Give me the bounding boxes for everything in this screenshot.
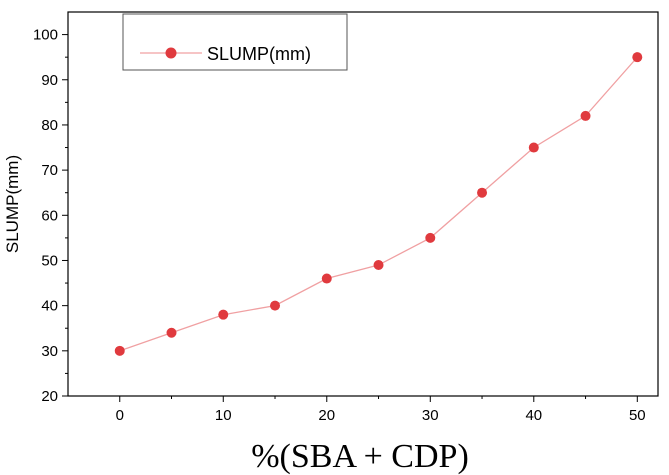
x-tick-label-20: 20	[318, 407, 335, 424]
x-tick-label-30: 30	[422, 407, 439, 424]
y-tick-label-30: 30	[41, 343, 58, 360]
y-tick-label-70: 70	[41, 162, 58, 179]
y-tick-label-80: 80	[41, 117, 58, 134]
y-tick-label-50: 50	[41, 252, 58, 269]
y-axis-label: SLUMP(mm)	[3, 155, 22, 253]
y-tick-label-90: 90	[41, 72, 58, 89]
y-tick-label-60: 60	[41, 207, 58, 224]
data-point-20	[321, 273, 332, 284]
legend: SLUMP(mm)	[122, 13, 348, 71]
x-axis-label: %(SBA + CDP)	[251, 438, 469, 475]
data-point-15	[270, 300, 281, 311]
x-tick-label-0: 0	[116, 407, 124, 424]
data-point-40	[528, 142, 539, 153]
y-tick-label-40: 40	[41, 298, 58, 315]
data-point-45	[580, 110, 591, 121]
x-tick-label-40: 40	[525, 407, 542, 424]
y-tick-label-20: 20	[41, 388, 58, 405]
x-tick-label-50: 50	[629, 407, 646, 424]
x-tick-label-10: 10	[215, 407, 232, 424]
data-point-5	[166, 327, 177, 338]
data-point-0	[114, 345, 125, 356]
legend-box	[122, 13, 348, 71]
axes: 20 30 40 50 60 70 80 90 100 0 10 20 30 40 50	[33, 11, 659, 424]
data-point-35	[477, 187, 488, 198]
data-point-25	[373, 259, 384, 270]
series-line-0	[119, 56, 638, 352]
data-point-50	[632, 52, 643, 63]
legend-marker-swatch	[165, 47, 177, 59]
data-point-30	[425, 232, 436, 243]
data-point-10	[218, 309, 229, 320]
plot-frame	[67, 11, 659, 397]
y-tick-label-100: 100	[33, 27, 58, 44]
series-layer	[114, 52, 643, 356]
legend-entry-label: SLUMP(mm)	[207, 44, 311, 64]
